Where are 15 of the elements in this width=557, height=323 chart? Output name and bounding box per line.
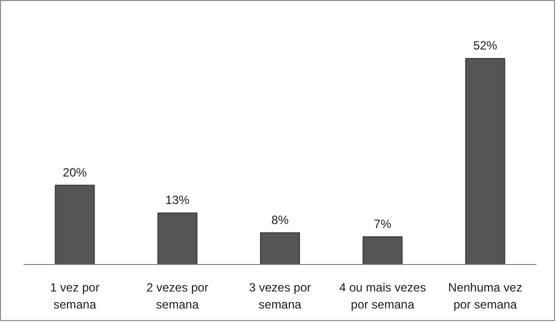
x-tick-label: 4 ou mais vezes por semana: [339, 280, 426, 312]
x-tick-label: 2 vezes por semana: [146, 280, 208, 312]
bar: [54, 184, 95, 264]
bar: [157, 212, 198, 264]
data-label: 52%: [473, 38, 498, 53]
data-label: 13%: [165, 193, 190, 208]
x-tick-label: 1 vez por semana: [50, 280, 100, 312]
data-label: 8%: [271, 212, 289, 227]
bar: [362, 236, 403, 264]
data-label: 20%: [62, 165, 88, 180]
data-label: 7%: [374, 216, 392, 231]
bar: [260, 232, 300, 264]
x-tick-label: 3 vezes por semana: [248, 280, 312, 312]
bar: [465, 58, 506, 264]
x-tick-label: Nenhuma vez por semana: [448, 280, 522, 312]
